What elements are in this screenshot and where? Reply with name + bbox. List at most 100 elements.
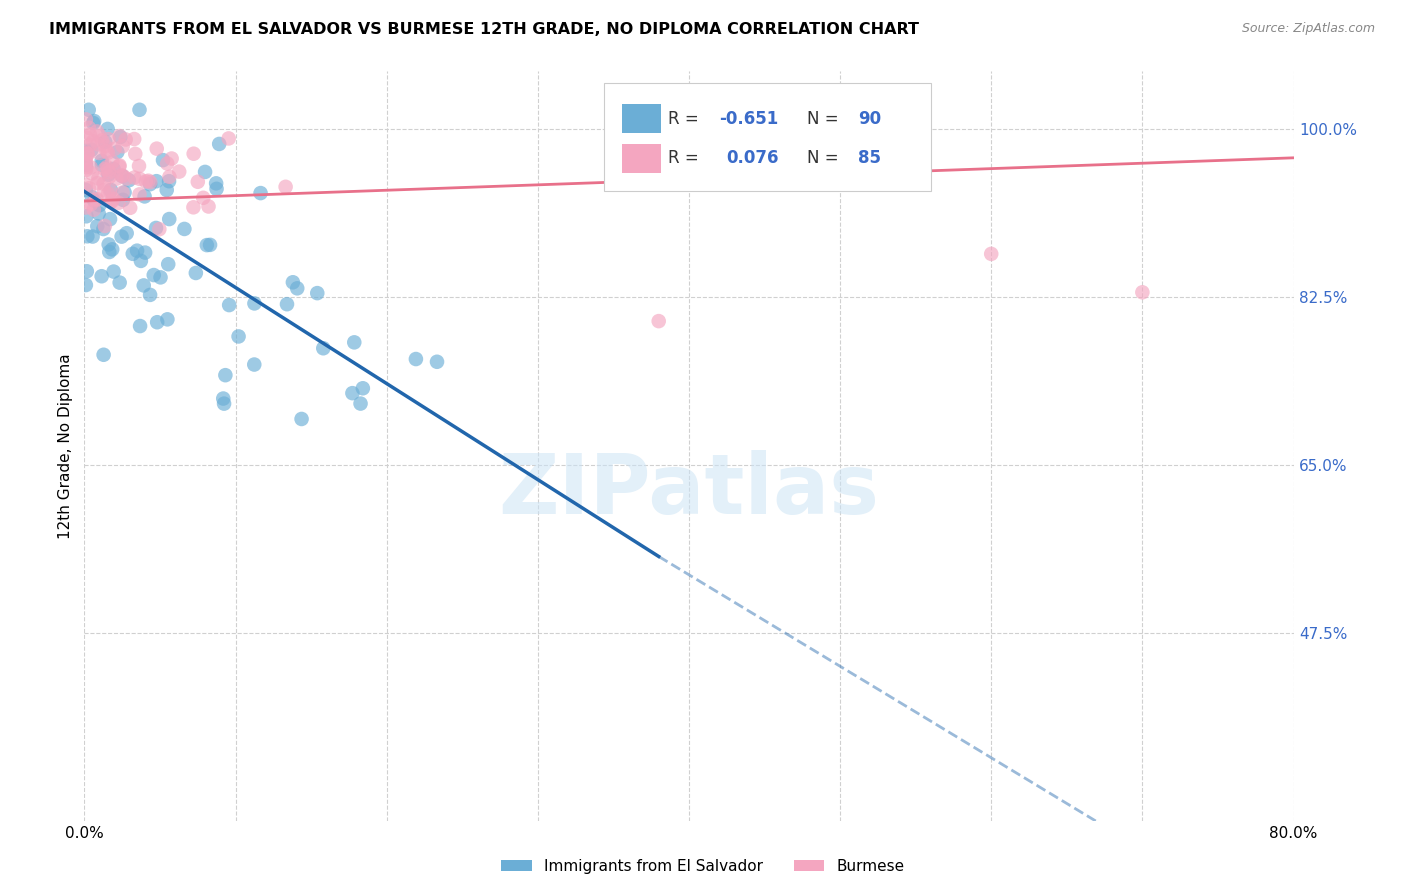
Point	[89, 198, 111, 212]
Point	[139, 175, 162, 189]
Point	[93, 177, 115, 191]
Point	[349, 396, 371, 410]
Point	[112, 169, 135, 183]
Point	[108, 158, 131, 172]
Point	[75, 145, 97, 160]
Point	[89, 145, 111, 160]
Text: N =: N =	[807, 149, 845, 168]
Point	[1130, 285, 1153, 300]
Point	[87, 171, 110, 186]
Point	[148, 222, 170, 236]
Point	[167, 164, 190, 178]
Point	[94, 139, 117, 153]
Point	[249, 186, 271, 200]
Point	[83, 194, 105, 208]
Point	[79, 137, 101, 152]
Point	[218, 298, 240, 312]
Point	[90, 158, 112, 172]
Point	[197, 199, 219, 213]
Point	[97, 132, 120, 146]
Point	[84, 193, 107, 207]
Point	[218, 131, 240, 145]
Point	[82, 229, 104, 244]
Point	[80, 143, 103, 157]
Point	[94, 219, 117, 233]
Point	[97, 162, 120, 177]
Bar	[623, 104, 661, 133]
Point	[160, 152, 183, 166]
Point	[79, 128, 101, 142]
Point	[101, 194, 124, 209]
Text: 90: 90	[858, 110, 882, 128]
Point	[83, 114, 105, 128]
Point	[194, 165, 217, 179]
Point	[75, 160, 97, 174]
Point	[128, 187, 150, 202]
Point	[205, 177, 228, 191]
Point	[108, 129, 131, 144]
Point	[97, 168, 120, 182]
Point	[285, 281, 308, 295]
Point	[135, 174, 157, 188]
Point	[104, 142, 127, 156]
Point	[145, 174, 167, 188]
Point	[111, 193, 134, 207]
Point	[76, 147, 98, 161]
Point	[138, 174, 160, 188]
Point	[103, 264, 125, 278]
Point	[128, 172, 150, 186]
Point	[105, 171, 128, 186]
Point	[139, 177, 162, 191]
Point	[89, 128, 111, 143]
Point	[183, 146, 205, 161]
Point	[75, 163, 97, 178]
Point	[110, 169, 132, 183]
Point	[97, 122, 120, 136]
Point	[75, 151, 97, 165]
Point	[77, 120, 100, 135]
Point	[83, 202, 105, 217]
Point	[75, 183, 97, 197]
Point	[134, 245, 156, 260]
Point	[97, 145, 120, 160]
Point	[93, 348, 115, 362]
Point	[146, 315, 169, 329]
Point	[91, 133, 114, 147]
Point	[115, 171, 138, 186]
Point	[86, 176, 108, 190]
Point	[86, 124, 108, 138]
Bar	[623, 144, 661, 172]
Point	[75, 144, 97, 158]
Point	[75, 112, 97, 127]
Point	[76, 229, 98, 244]
Point	[156, 312, 179, 326]
Point	[159, 169, 181, 184]
Point	[87, 137, 110, 152]
Point	[80, 166, 103, 180]
Point	[75, 209, 97, 223]
Legend: Immigrants from El Salvador, Burmese: Immigrants from El Salvador, Burmese	[495, 853, 911, 880]
Point	[173, 222, 195, 236]
Point	[100, 183, 122, 197]
Point	[124, 147, 146, 161]
Point	[97, 186, 120, 201]
Point	[122, 132, 145, 146]
Text: ZIPatlas: ZIPatlas	[499, 450, 879, 532]
Point	[343, 335, 366, 350]
Point	[82, 134, 104, 148]
Point	[110, 130, 132, 145]
Text: -0.651: -0.651	[720, 110, 779, 128]
Y-axis label: 12th Grade, No Diploma: 12th Grade, No Diploma	[58, 353, 73, 539]
Text: IMMIGRANTS FROM EL SALVADOR VS BURMESE 12TH GRADE, NO DIPLOMA CORRELATION CHART: IMMIGRANTS FROM EL SALVADOR VS BURMESE 1…	[49, 22, 920, 37]
Point	[93, 183, 115, 197]
Point	[187, 175, 209, 189]
Point	[97, 237, 120, 252]
Point	[290, 412, 312, 426]
Text: R =: R =	[668, 149, 710, 168]
Point	[79, 161, 101, 175]
Text: 0.076: 0.076	[727, 149, 779, 168]
Point	[108, 160, 131, 174]
Point	[93, 162, 115, 177]
Point	[980, 247, 1002, 261]
Point	[342, 386, 364, 401]
